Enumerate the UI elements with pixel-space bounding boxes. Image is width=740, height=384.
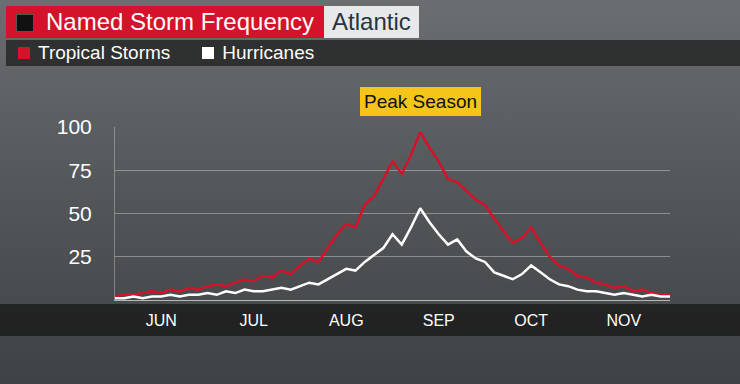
svg-text:50: 50	[68, 202, 91, 225]
html-text:Named Storm Frequency: Named Storm Frequency	[46, 8, 315, 35]
svg-text:OCT: OCT	[514, 312, 548, 329]
svg-text:SEP: SEP	[423, 312, 455, 329]
svg-text:JUN: JUN	[146, 312, 177, 329]
svg-text:25: 25	[68, 245, 91, 268]
html-text:Tropical Storms: Tropical Storms	[38, 42, 171, 63]
svg-text:JUL: JUL	[240, 312, 269, 329]
svg-text:100: 100	[57, 115, 92, 138]
svg-text:AUG: AUG	[329, 312, 364, 329]
svg-text:Peak Season: Peak Season	[364, 91, 477, 112]
svg-text:75: 75	[68, 159, 91, 182]
svg-text:NOV: NOV	[606, 312, 641, 329]
html-text:Atlantic: Atlantic	[332, 8, 411, 35]
html-text:Hurricanes: Hurricanes	[222, 42, 315, 63]
